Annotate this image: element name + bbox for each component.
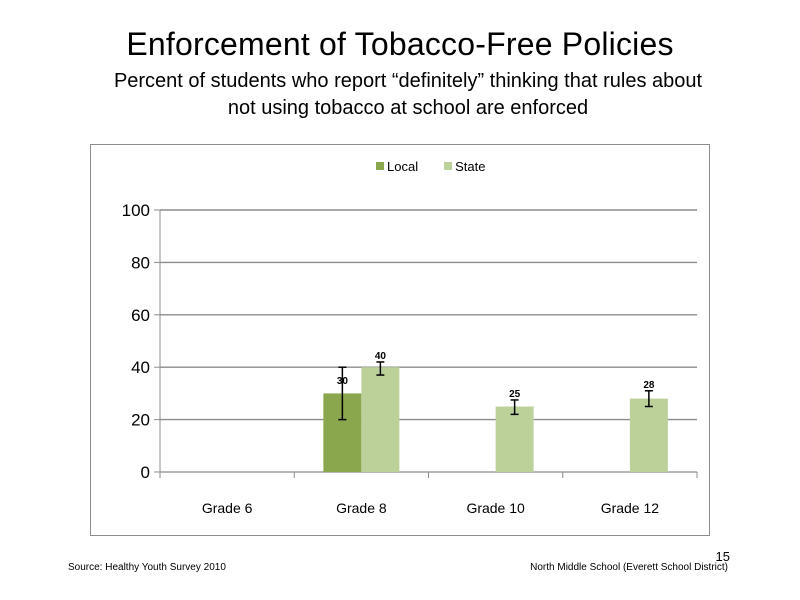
data-label: 28 — [643, 380, 655, 391]
data-label: 25 — [509, 389, 521, 400]
x-tick-label: Grade 8 — [336, 500, 387, 516]
x-tick-label: Grade 10 — [466, 500, 525, 516]
bar-state — [361, 367, 400, 472]
page-title: Enforcement of Tobacco-Free Policies — [126, 26, 674, 62]
bar-state — [495, 406, 534, 472]
x-tick-label: Grade 6 — [202, 500, 253, 516]
data-label: 30 — [337, 376, 349, 387]
y-tick-label: 20 — [131, 411, 150, 430]
legend-label-local: Local — [387, 159, 418, 174]
data-label: 40 — [375, 351, 387, 362]
chart-frame — [90, 144, 710, 536]
legend-label-state: State — [455, 159, 485, 174]
y-tick-label: 80 — [131, 253, 150, 272]
y-tick-label: 0 — [141, 463, 150, 482]
y-tick-label: 60 — [131, 306, 150, 325]
page-number: 15 — [715, 549, 730, 564]
source-note: Source: Healthy Youth Survey 2010 — [68, 562, 226, 573]
y-tick-label: 100 — [122, 201, 150, 220]
legend-swatch-local — [376, 162, 384, 170]
page-subtitle: Percent of students who report “definite… — [113, 70, 703, 119]
x-tick-label: Grade 12 — [601, 500, 660, 516]
legend-swatch-state — [444, 162, 453, 170]
y-tick-label: 40 — [131, 358, 150, 377]
school-name: North Middle School (Everett School Dist… — [530, 562, 728, 573]
bar-state — [629, 398, 668, 472]
